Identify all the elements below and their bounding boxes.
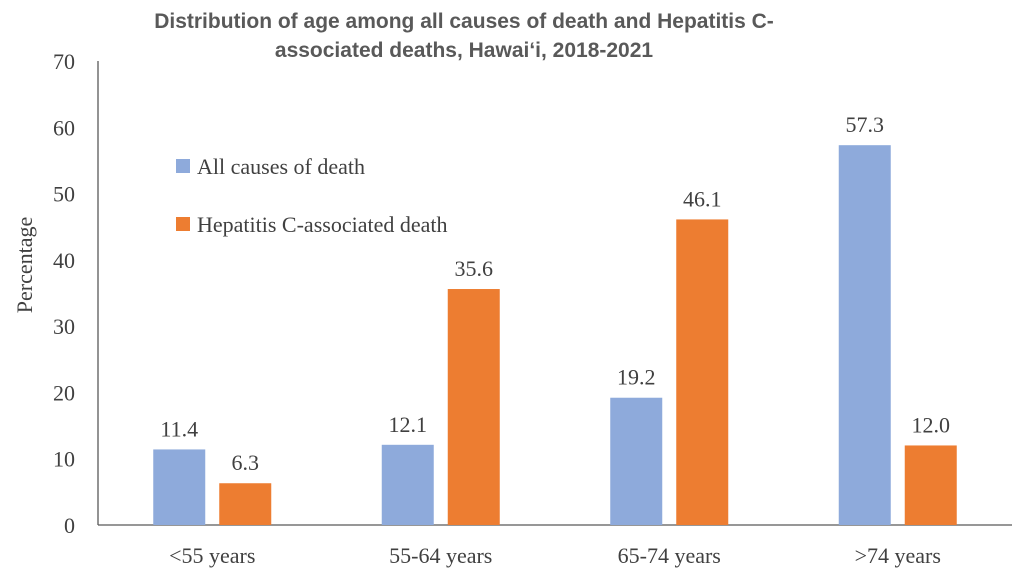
y-axis-label: Percentage bbox=[12, 217, 37, 314]
y-tick-label: 50 bbox=[53, 182, 75, 207]
chart-title-line-1: Distribution of age among all causes of … bbox=[154, 10, 774, 33]
y-tick-label: 40 bbox=[53, 248, 75, 273]
bar-series-2-3 bbox=[676, 219, 729, 525]
x-category-label: 55-64 years bbox=[389, 543, 492, 568]
x-axis-categories: <55 years 55-64 years 65-74 years >74 years bbox=[169, 543, 941, 568]
bar-series-2-1 bbox=[219, 483, 272, 525]
x-category-label: <55 years bbox=[169, 543, 255, 568]
legend-label-1: All causes of death bbox=[197, 154, 365, 179]
legend-swatch-2 bbox=[176, 217, 190, 231]
y-tick-label: 0 bbox=[64, 513, 75, 538]
data-label-series-1-3: 19.2 bbox=[617, 365, 656, 390]
data-label-series-1-4: 57.3 bbox=[846, 112, 885, 137]
chart-title: Distribution of age among all causes of … bbox=[154, 10, 774, 62]
data-label-series-1-2: 12.1 bbox=[389, 412, 428, 437]
y-axis-ticks: 0 10 20 30 40 50 60 70 bbox=[53, 49, 75, 538]
legend-label-2: Hepatitis C-associated death bbox=[197, 212, 447, 237]
data-label-series-2-4: 12.0 bbox=[912, 412, 951, 437]
data-label-series-2-1: 6.3 bbox=[232, 450, 260, 475]
legend-swatch-1 bbox=[176, 159, 190, 173]
y-tick-label: 20 bbox=[53, 380, 75, 405]
bar-series-1-2 bbox=[381, 444, 434, 525]
data-labels: 11.4 6.3 12.1 35.6 19.2 46.1 57.3 12.0 bbox=[160, 112, 950, 475]
bar-series-1-1 bbox=[153, 449, 206, 525]
y-tick-label: 70 bbox=[53, 49, 75, 74]
bar-series-1-3 bbox=[610, 397, 663, 525]
bars bbox=[153, 145, 957, 525]
y-tick-label: 10 bbox=[53, 447, 75, 472]
data-label-series-2-3: 46.1 bbox=[683, 186, 722, 211]
x-category-label: 65-74 years bbox=[618, 543, 721, 568]
bar-series-2-2 bbox=[447, 289, 500, 525]
data-label-series-1-1: 11.4 bbox=[160, 416, 198, 441]
chart-title-line-2: associated deaths, Hawai‘i, 2018-2021 bbox=[275, 39, 654, 62]
y-tick-label: 30 bbox=[53, 314, 75, 339]
bar-series-2-4 bbox=[904, 445, 957, 525]
x-category-label: >74 years bbox=[855, 543, 941, 568]
y-tick-label: 60 bbox=[53, 115, 75, 140]
bar-series-1-4 bbox=[838, 145, 891, 525]
data-label-series-2-2: 35.6 bbox=[455, 256, 494, 281]
legend: All causes of death Hepatitis C-associate… bbox=[176, 154, 447, 237]
